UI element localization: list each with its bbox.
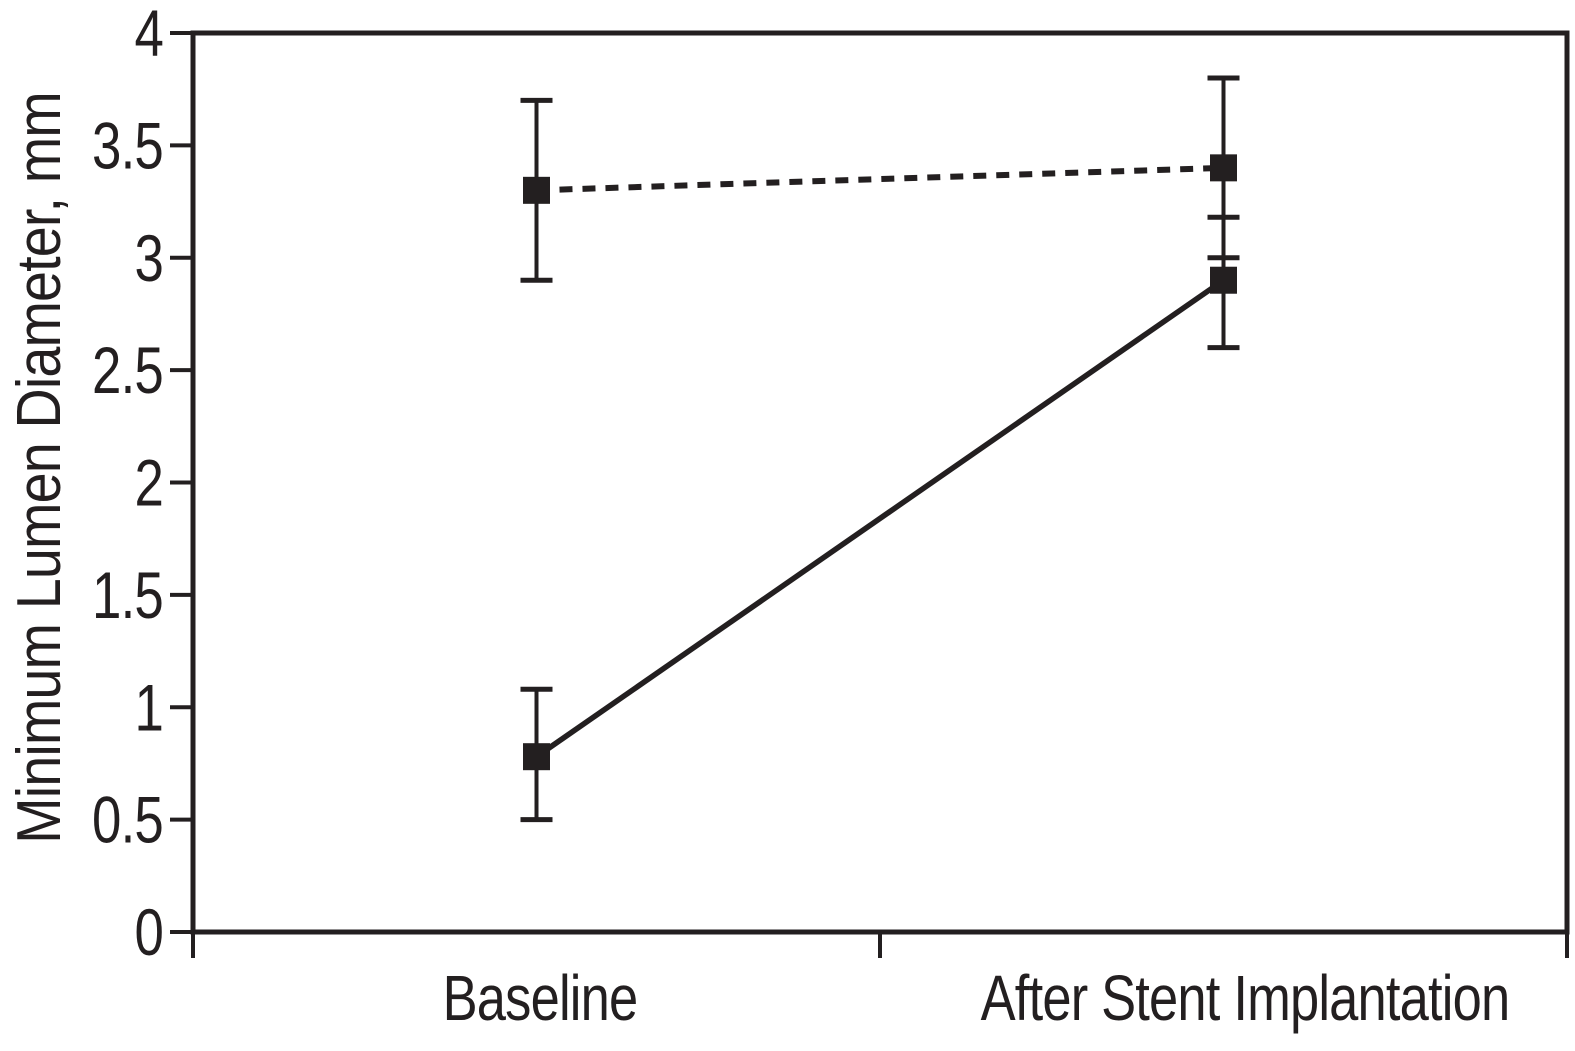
x-tick-label-baseline: Baseline	[442, 962, 639, 1034]
dashed-series-line	[536, 164, 1224, 194]
dashed-series-marker	[1210, 154, 1237, 182]
y-tick-label: 4	[134, 0, 163, 70]
y-tick-label: 3.5	[92, 109, 163, 183]
dashed-series-marker	[523, 176, 550, 204]
y-tick-label: 1	[134, 671, 163, 745]
solid-series-line	[534, 277, 1226, 759]
y-tick-label: 2.5	[92, 334, 163, 408]
solid-series-marker	[1210, 266, 1237, 294]
y-tick-label: 2	[134, 446, 163, 520]
plot-border	[190, 30, 1570, 935]
x-tick-label-after-stent-implantation: After Stent Implantation	[980, 962, 1511, 1034]
solid-series-marker	[523, 743, 550, 771]
y-tick-label: 1.5	[92, 558, 163, 632]
y-axis-title: Minimum Lumen Diameter, mm	[5, 92, 74, 844]
y-tick-label: 0.5	[92, 783, 163, 857]
y-tick-label: 3	[134, 221, 163, 295]
y-tick-label: 0	[134, 895, 163, 969]
